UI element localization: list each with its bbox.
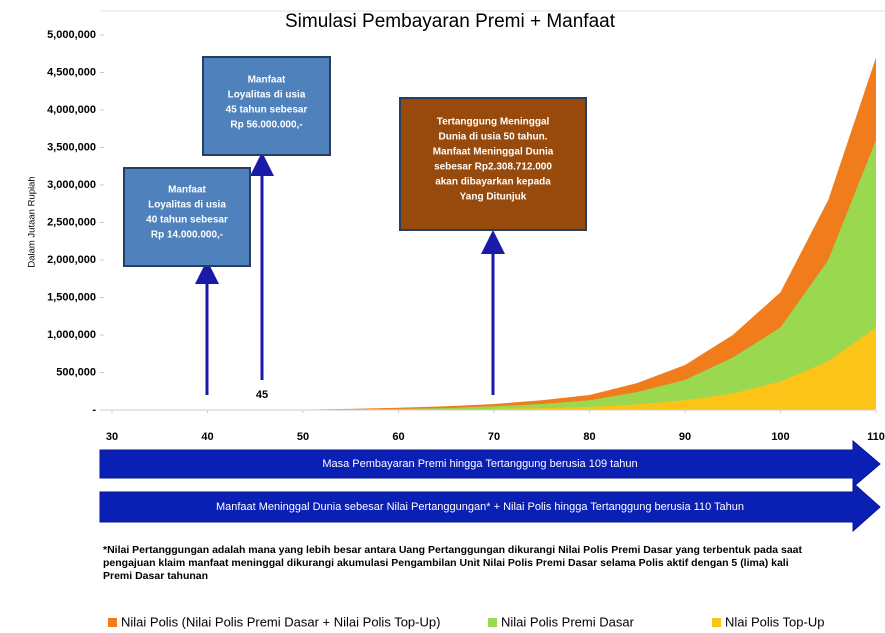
chart-title: Simulasi Pembayaran Premi + Manfaat — [285, 11, 616, 32]
x-tick-label: 60 — [392, 431, 404, 443]
legend-swatch — [108, 618, 117, 627]
annotation-text: sebesar Rp2.308.712.000 — [434, 162, 552, 173]
annotation-text: Dunia di usia 50 tahun. — [439, 132, 548, 143]
y-tick-label: 3,000,000 — [47, 179, 96, 191]
band-arrow — [99, 439, 881, 489]
y-tick-label: 1,500,000 — [47, 291, 96, 303]
legend-swatch — [488, 618, 497, 627]
x-tick-label: 80 — [583, 431, 595, 443]
y-tick-label: 500,000 — [56, 366, 96, 378]
y-tick-label: - — [92, 404, 96, 416]
legend-swatch — [712, 618, 721, 627]
x-tick-label: 40 — [201, 431, 213, 443]
x-tick-label: 100 — [771, 431, 789, 443]
annotation-box — [399, 97, 587, 231]
annotation-text: Manfaat — [248, 75, 286, 86]
legend-label: Nlai Polis Top-Up — [725, 614, 824, 629]
x-tick-label: 70 — [488, 431, 500, 443]
y-tick-label: 4,500,000 — [47, 66, 96, 78]
y-tick-label: 5,000,000 — [47, 29, 96, 41]
annotation-text: Rp 14.000.000,- — [151, 230, 223, 241]
y-tick-label: 1,000,000 — [47, 329, 96, 341]
annotation-text: Manfaat Meninggal Dunia — [433, 147, 554, 158]
y-tick-label: 2,500,000 — [47, 216, 96, 228]
x-tick-label: 50 — [297, 431, 309, 443]
band-text: Masa Pembayaran Premi hingga Tertanggung… — [322, 458, 637, 470]
x-tick-label: 30 — [106, 431, 118, 443]
y-axis-label: Dalam Jutaan Rupiah — [27, 176, 38, 267]
annotation-text: Manfaat — [168, 185, 206, 196]
band-arrow — [99, 481, 881, 533]
legend-label: Nilai Polis (Nilai Polis Premi Dasar + N… — [121, 614, 440, 629]
footnote: Premi Dasar tahunan — [103, 570, 208, 582]
y-tick-label: 2,000,000 — [47, 254, 96, 266]
y-tick-label: 3,500,000 — [47, 141, 96, 153]
footnote: *Nilai Pertanggungan adalah mana yang le… — [103, 544, 803, 556]
annotation-text: Yang Ditunjuk — [460, 192, 527, 203]
area — [255, 327, 876, 410]
footnote: pengajuan klaim manfaat meninggal dikura… — [103, 557, 789, 569]
band-text: Manfaat Meninggal Dunia sebesar Nilai Pe… — [216, 501, 744, 513]
annotation-box — [202, 56, 331, 156]
annotation-text: Loyalitas di usia — [148, 200, 226, 211]
annotation-text: Rp 56.000.000,- — [230, 120, 302, 131]
legend-label: Nilai Polis Premi Dasar — [501, 614, 635, 629]
annotation-text: 45 tahun sebesar — [226, 105, 308, 116]
x-tick-label: 90 — [679, 431, 691, 443]
y-tick-label: 4,000,000 — [47, 104, 96, 116]
age-label: 45 — [256, 389, 268, 401]
annotation-text: Loyalitas di usia — [228, 90, 306, 101]
x-tick-label: 110 — [867, 431, 885, 443]
annotation-text: akan dibayarkan kepada — [435, 177, 551, 188]
annotation-text: Tertanggung Meninggal — [437, 117, 550, 128]
annotation-text: 40 tahun sebesar — [146, 215, 228, 226]
annotation-box — [123, 167, 251, 267]
